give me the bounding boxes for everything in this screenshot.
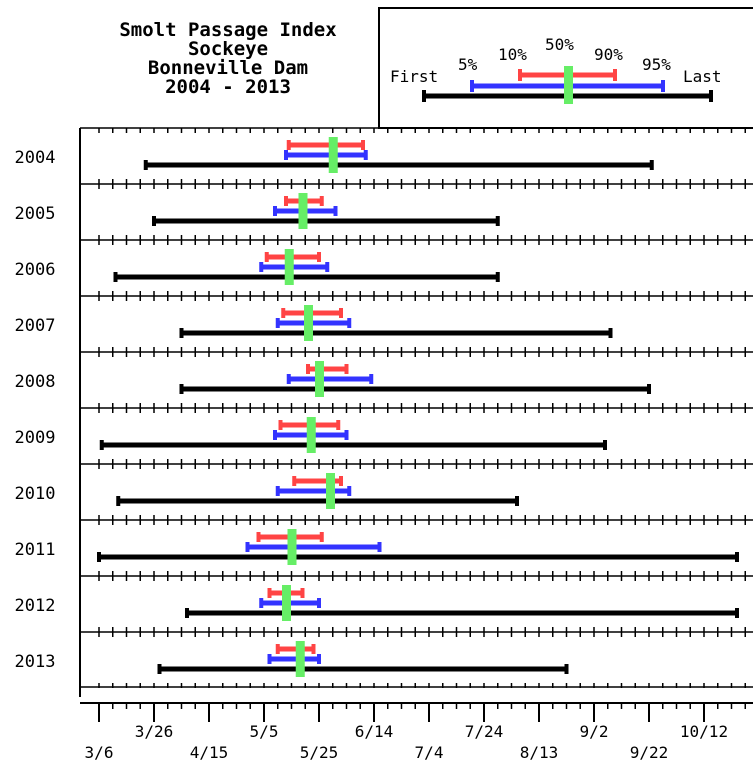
- title-line-2: Sockeye: [188, 38, 268, 60]
- legend-box: First 5% 10% 50% 90% 95% Last: [378, 7, 753, 129]
- year-label-2008: 2008: [15, 372, 56, 392]
- year-row-2012: 2012: [15, 575, 753, 632]
- year-row-2004: 2004: [15, 128, 746, 184]
- median-marker-2012: [282, 585, 291, 621]
- x-tick-label: 9/22: [630, 743, 669, 762]
- year-row-2010: 2010: [15, 463, 753, 520]
- x-tick-label: 7/24: [465, 722, 504, 741]
- year-row-2006: 2006: [15, 239, 753, 296]
- year-label-2004: 2004: [15, 148, 56, 168]
- year-label-2007: 2007: [15, 316, 56, 336]
- x-tick-label: 7/4: [415, 743, 444, 762]
- year-label-2006: 2006: [15, 260, 56, 280]
- legend-p50-label: 50%: [545, 35, 574, 54]
- x-tick-label: 3/6: [85, 743, 114, 762]
- median-marker-2009: [306, 417, 316, 453]
- year-label-2009: 2009: [15, 428, 56, 448]
- legend-p90-label: 90%: [594, 45, 623, 64]
- year-row-2011: 2011: [15, 519, 753, 576]
- year-row-2013: 2013: [15, 631, 753, 688]
- x-tick-label: 5/5: [250, 722, 279, 741]
- year-label-2010: 2010: [15, 484, 56, 504]
- median-marker-2010: [326, 473, 335, 509]
- x-axis: 3/6 3/26 4/15 5/5 5/25 6/14 7/4 7/24 8/13 9/2 9/22…: [80, 702, 753, 762]
- median-marker-2004: [328, 137, 338, 173]
- legend-p10-label: 10%: [498, 45, 527, 64]
- median-marker-2013: [295, 641, 305, 677]
- legend-bars: [422, 66, 713, 104]
- median-marker-2007: [304, 305, 313, 341]
- title-line-1: Smolt Passage Index: [119, 19, 336, 41]
- legend-last-label: Last: [683, 67, 722, 86]
- year-row-2008: 2008: [15, 351, 753, 408]
- legend-first-label: First: [390, 67, 438, 86]
- x-tick-label: 5/25: [300, 743, 339, 762]
- median-marker-2008: [315, 361, 324, 397]
- year-label-2011: 2011: [15, 540, 56, 560]
- x-tick-label: 8/13: [520, 743, 559, 762]
- median-marker-2005: [298, 193, 308, 229]
- year-row-2007: 2007: [15, 295, 753, 352]
- x-tick-label: 10/12: [680, 722, 728, 741]
- legend-p95-label: 95%: [642, 55, 671, 74]
- title-line-3: Bonneville Dam: [148, 57, 308, 79]
- year-label-2012: 2012: [15, 596, 56, 616]
- x-tick-label: 4/15: [190, 743, 229, 762]
- x-tick-label: 6/14: [355, 722, 394, 741]
- plot-area: 2004 2005 2006 2007 2008 2009 2010 2011 2012 2013: [15, 127, 753, 697]
- year-row-2005: 2005: [15, 183, 753, 240]
- chart-title: Smolt Passage Index Sockeye Bonneville D…: [119, 19, 336, 98]
- year-rows: 2004 2005 2006 2007 2008 2009 2010 2011 2012 2013: [15, 128, 753, 688]
- year-label-2005: 2005: [15, 204, 56, 224]
- legend-p5-label: 5%: [458, 55, 478, 74]
- legend-median-marker: [564, 66, 573, 104]
- median-marker-2006: [284, 249, 294, 285]
- year-row-2009: 2009: [15, 407, 753, 464]
- median-marker-2011: [287, 529, 297, 565]
- x-tick-label: 9/2: [580, 722, 609, 741]
- title-line-4: 2004 - 2013: [165, 76, 291, 98]
- x-tick-label: 3/26: [135, 722, 174, 741]
- year-label-2013: 2013: [15, 652, 56, 672]
